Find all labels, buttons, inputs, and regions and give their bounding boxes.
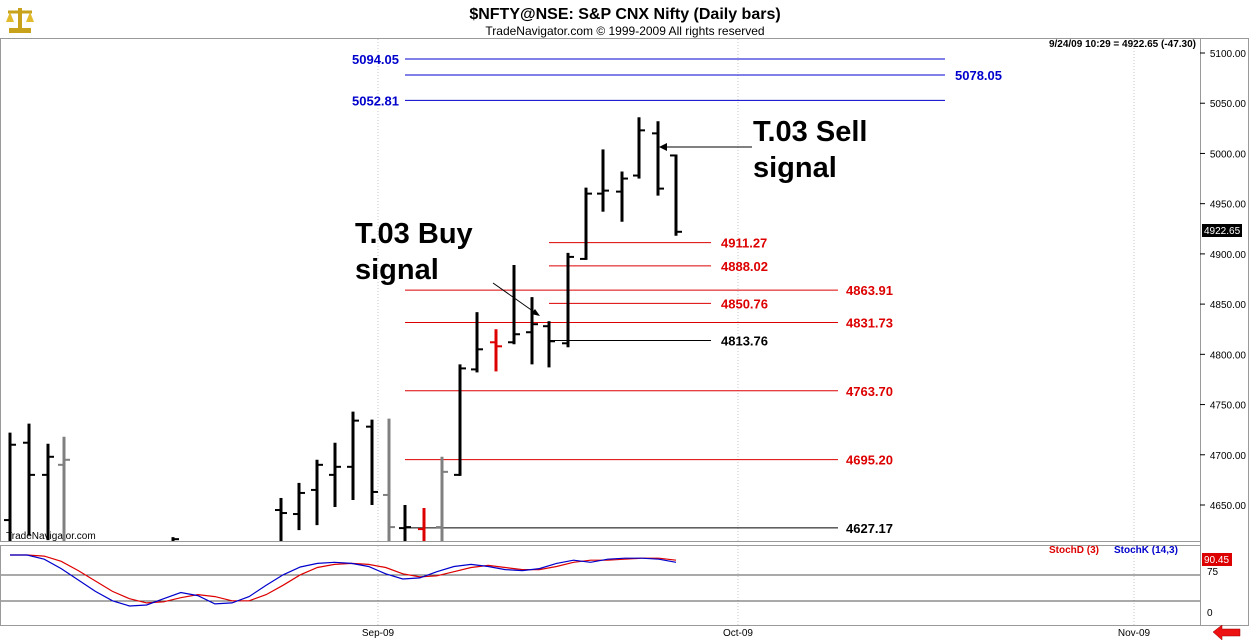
- y-tick-label: 5100.00: [1210, 49, 1247, 60]
- price-axis-frame: [1200, 38, 1249, 626]
- ohlc-bar: [597, 149, 609, 212]
- chart-title: $NFTY@NSE: S&P CNX Nifty (Daily bars): [469, 6, 780, 23]
- ohlc-bar: [311, 459, 323, 526]
- x-tick-label: Oct-09: [723, 628, 753, 639]
- ohlc-bar: [399, 505, 411, 541]
- quote-readout: 9/24/09 10:29 = 4922.65 (-47.30): [1049, 39, 1196, 50]
- level-label: 4695.20: [846, 453, 893, 468]
- ohlc-bar: [4, 432, 16, 541]
- y-axis: 5100.00 5050.00 5000.00 4950.00 4900.00 4850.…: [1200, 49, 1246, 512]
- buy-annotation: T.03 Buy signal: [355, 218, 540, 316]
- y-tick-label: 5000.00: [1210, 149, 1247, 160]
- level-label: 4813.76: [721, 334, 768, 349]
- ohlc-bar: [633, 117, 645, 179]
- ohlc-bar: [347, 411, 359, 500]
- svg-text:signal: signal: [753, 152, 837, 184]
- ohlc-bar: [42, 443, 54, 541]
- x-tick-label: Sep-09: [362, 628, 395, 639]
- stochastic-lines: [1, 554, 1200, 607]
- level-label: 5078.05: [955, 68, 1002, 83]
- y-tick-label: 4900.00: [1210, 250, 1247, 261]
- ohlc-bar: [490, 329, 502, 372]
- last-price-label: 4922.65: [1204, 226, 1241, 237]
- stochd-label: StochD (3): [1049, 545, 1099, 556]
- svg-text:T.03 Sell: T.03 Sell: [753, 116, 867, 148]
- ohlc-bar: [293, 482, 305, 531]
- x-tick-label: Nov-09: [1118, 628, 1151, 639]
- x-axis: Sep-09 Oct-09 Nov-09: [362, 628, 1151, 639]
- y-tick-label: 4750.00: [1210, 401, 1247, 412]
- ohlc-bar: [508, 264, 520, 345]
- y-tick-label: 4700.00: [1210, 451, 1247, 462]
- level-label: 4831.73: [846, 315, 893, 330]
- ohlc-bar: [23, 423, 35, 536]
- indicator-panel-frame: [0, 545, 1201, 626]
- y-tick-label: 4800.00: [1210, 350, 1247, 361]
- watermark-text: TradeNavigator.com: [6, 531, 96, 542]
- ohlc-bar: [436, 456, 448, 541]
- sell-annotation: T.03 Sell signal: [659, 116, 867, 184]
- stochk-label: StochK (14,3): [1114, 545, 1178, 556]
- ohlc-bar: [670, 154, 682, 236]
- level-label: 5094.05: [352, 52, 399, 67]
- last-price-box: [1202, 224, 1242, 237]
- stoch-value-box: [1202, 553, 1232, 566]
- ohlc-bar: [580, 187, 592, 260]
- ohlc-bar: [526, 297, 538, 365]
- stoch-value-label: 90.45: [1204, 555, 1229, 566]
- stoch-tick-75: 75: [1207, 567, 1219, 578]
- scroll-left-arrow-icon[interactable]: [1212, 624, 1241, 641]
- level-label: 4627.17: [846, 521, 893, 536]
- svg-text:signal: signal: [355, 254, 439, 286]
- level-label: 5052.81: [352, 93, 399, 108]
- ohlc-bar: [171, 537, 179, 541]
- y-tick-label: 4650.00: [1210, 501, 1247, 512]
- level-label: 4863.91: [846, 283, 893, 298]
- ohlc-bar: [329, 442, 341, 508]
- ohlc-bar: [471, 312, 483, 373]
- stochk-line: [10, 554, 677, 607]
- svg-text:T.03 Buy: T.03 Buy: [355, 218, 473, 250]
- level-label: 4888.02: [721, 259, 768, 274]
- price-levels: 5094.05 5078.05 5052.81 4911.27 4888.02 4863.…: [352, 52, 1002, 536]
- ohlc-bar: [58, 436, 70, 541]
- ohlc-bar: [562, 252, 574, 348]
- level-label: 4763.70: [846, 384, 893, 399]
- buy-arrow: [492, 282, 538, 315]
- ohlc-bar: [366, 419, 378, 505]
- ohlc-bar: [454, 364, 466, 476]
- y-tick-label: 4950.00: [1210, 200, 1247, 211]
- ohlc-bars: [4, 117, 682, 541]
- y-tick-label: 4850.00: [1210, 300, 1247, 311]
- ohlc-bar: [275, 497, 287, 541]
- level-label: 4911.27: [721, 236, 767, 251]
- y-tick-label: 5050.00: [1210, 99, 1247, 110]
- stoch-tick-0: 0: [1207, 608, 1213, 619]
- copyright-text: TradeNavigator.com © 1999-2009 All right…: [485, 24, 764, 38]
- ohlc-bar: [543, 321, 555, 368]
- stochd-line: [10, 554, 677, 604]
- grid: [377, 39, 1135, 625]
- ohlc-bar: [616, 171, 628, 222]
- scales-logo-icon: [6, 8, 34, 33]
- ohlc-bar: [652, 121, 664, 196]
- ohlc-bar: [418, 508, 426, 541]
- level-label: 4850.76: [721, 296, 768, 311]
- ohlc-bar: [383, 418, 395, 541]
